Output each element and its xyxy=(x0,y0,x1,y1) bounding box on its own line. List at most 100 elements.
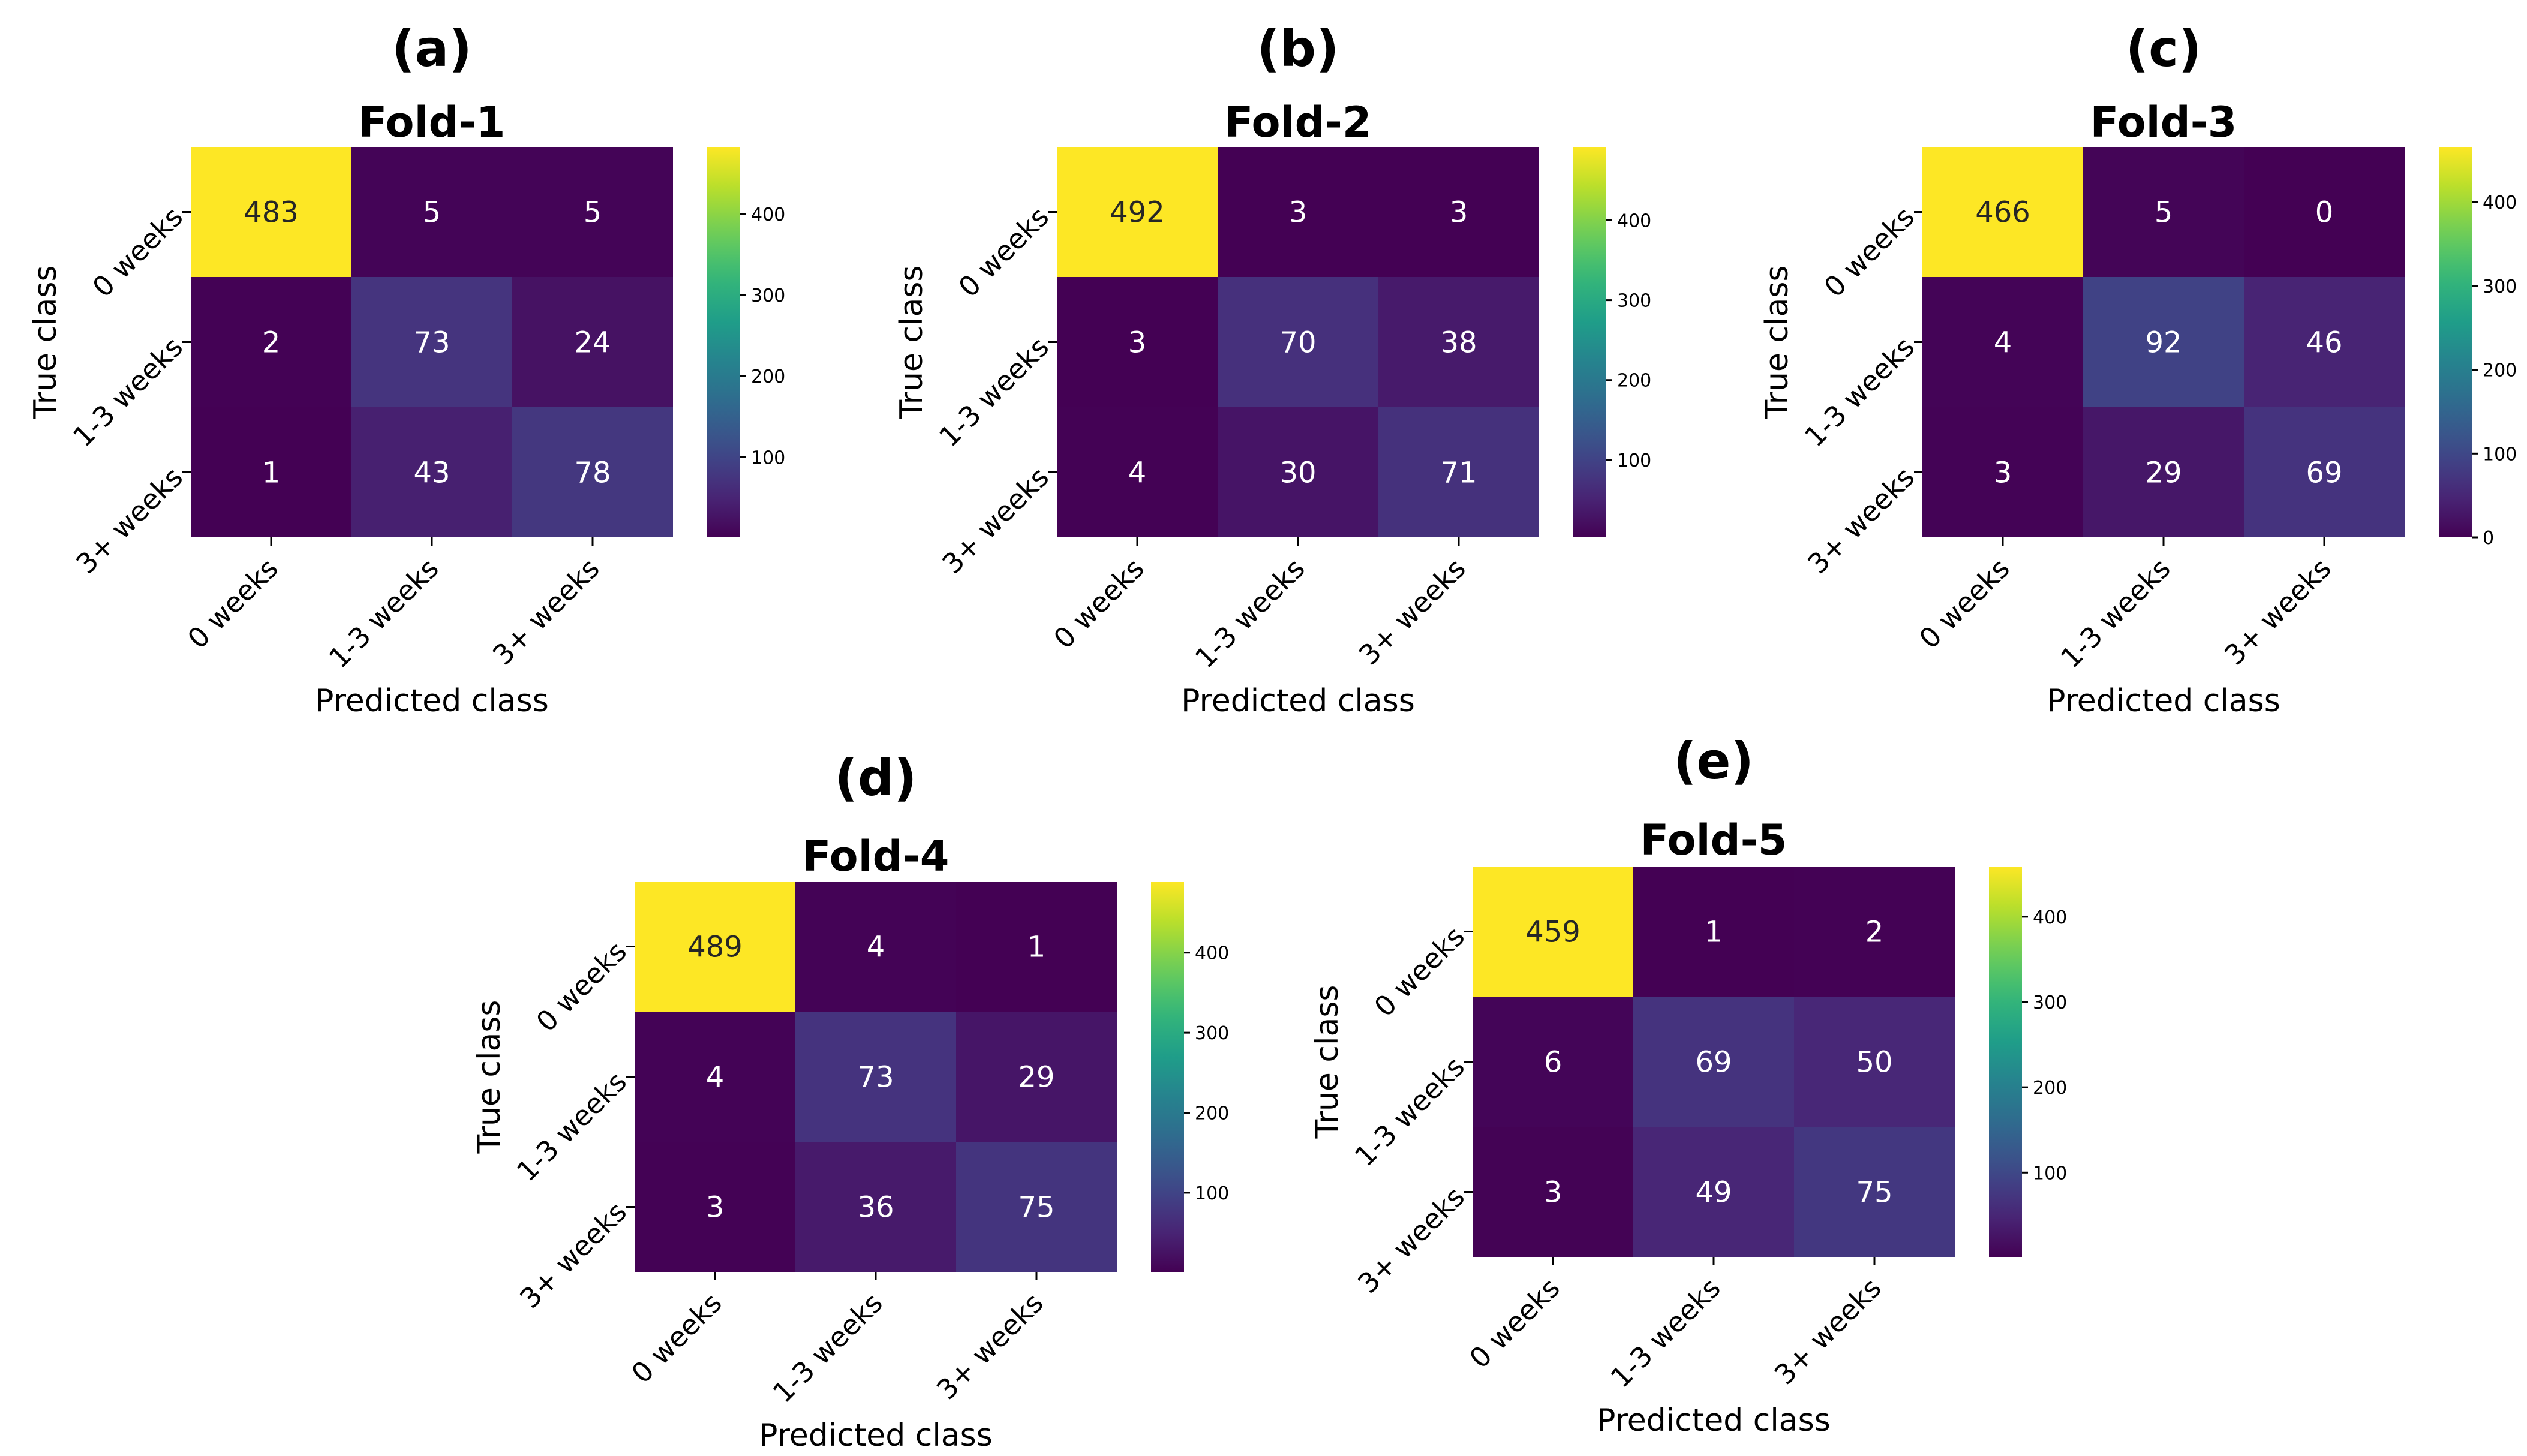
colorbar-tick-label: 200 xyxy=(2033,1078,2067,1099)
heatmap-cell xyxy=(1794,997,1955,1127)
colorbar-tick-label: 300 xyxy=(751,285,785,306)
colorbar-tick-label: 400 xyxy=(1617,210,1651,231)
heatmap-cell xyxy=(1218,147,1378,277)
heatmap-cell xyxy=(1378,277,1539,407)
heatmap-cell xyxy=(2083,277,2244,407)
colorbar-tick-label: 400 xyxy=(1195,943,1229,964)
heatmap-cell xyxy=(1057,407,1218,537)
colorbar-tick-label: 400 xyxy=(2033,907,2067,928)
cell-value-label: 29 xyxy=(2145,456,2182,490)
panel-label: (b) xyxy=(1257,19,1339,78)
cell-value-label: 36 xyxy=(857,1191,894,1225)
cell-value-label: 50 xyxy=(1856,1046,1892,1079)
heatmap-cell xyxy=(1633,867,1794,997)
cell-value-label: 92 xyxy=(2145,326,2182,360)
panel-label: (c) xyxy=(2126,19,2202,78)
heatmap-cell xyxy=(1922,407,2083,537)
cell-value-label: 70 xyxy=(1279,326,1316,360)
panel-title: Fold-5 xyxy=(1640,816,1787,865)
colorbar-tick-label: 200 xyxy=(1195,1103,1229,1124)
heatmap-cell xyxy=(1218,407,1378,537)
colorbar-tick-label: 200 xyxy=(1617,371,1651,392)
heatmap-cell xyxy=(956,1012,1117,1142)
heatmap-cell xyxy=(1473,997,1633,1127)
cell-value-label: 24 xyxy=(574,326,611,360)
cell-value-label: 46 xyxy=(2306,326,2342,360)
y-axis-title: True class xyxy=(1759,265,1795,419)
heatmap-cell xyxy=(191,147,351,277)
heatmap-cell xyxy=(956,882,1117,1012)
cell-value-label: 3 xyxy=(1544,1176,1563,1210)
panel-label: (e) xyxy=(1673,732,1754,790)
cell-value-label: 6 xyxy=(1544,1046,1563,1079)
y-axis-title: True class xyxy=(894,265,930,419)
colorbar-tick-label: 100 xyxy=(2483,444,2517,465)
y-axis-title: True class xyxy=(1309,985,1345,1139)
heatmap-cell xyxy=(2083,147,2244,277)
x-axis-title: Predicted class xyxy=(1597,1403,1831,1439)
cell-value-label: 4 xyxy=(1128,456,1147,490)
cell-value-label: 73 xyxy=(413,326,450,360)
heatmap-cell xyxy=(795,882,956,1012)
heatmap-cell xyxy=(635,882,795,1012)
colorbar-tick-label: 100 xyxy=(1617,450,1651,471)
panel-title: Fold-2 xyxy=(1225,98,1372,147)
heatmap-cell xyxy=(1218,277,1378,407)
heatmap-cell xyxy=(795,1142,956,1272)
colorbar-tick-label: 300 xyxy=(1617,291,1651,312)
heatmap-cell xyxy=(1922,147,2083,277)
heatmap-cell xyxy=(351,147,512,277)
colorbar-tick-label: 400 xyxy=(2483,192,2517,213)
colorbar xyxy=(1573,147,1606,537)
heatmap-cell xyxy=(1794,867,1955,997)
cell-value-label: 29 xyxy=(1018,1061,1054,1094)
panel-title: Fold-3 xyxy=(2090,98,2237,147)
panel-label: (d) xyxy=(835,748,917,807)
cell-value-label: 4 xyxy=(706,1061,725,1094)
heatmap-cell xyxy=(2244,277,2405,407)
cell-value-label: 3 xyxy=(1450,196,1468,230)
heatmap-cell xyxy=(2244,147,2405,277)
colorbar-tick-label: 200 xyxy=(2483,360,2517,381)
heatmap-cell xyxy=(351,407,512,537)
colorbar xyxy=(2439,147,2472,537)
colorbar xyxy=(1989,867,2022,1257)
x-axis-title: Predicted class xyxy=(2047,683,2280,719)
cell-value-label: 78 xyxy=(574,456,611,490)
panel-title: Fold-1 xyxy=(359,98,506,147)
cell-value-label: 3 xyxy=(706,1191,725,1225)
cell-value-label: 0 xyxy=(2315,196,2334,230)
cell-value-label: 1 xyxy=(1705,916,1723,949)
panel-label: (a) xyxy=(392,19,471,78)
cell-value-label: 49 xyxy=(1695,1176,1732,1210)
heatmap-cell xyxy=(635,1142,795,1272)
x-axis-title: Predicted class xyxy=(315,683,549,719)
cell-value-label: 489 xyxy=(687,931,743,964)
cell-value-label: 1 xyxy=(1027,931,1046,964)
cell-value-label: 73 xyxy=(857,1061,894,1094)
heatmap-cell xyxy=(351,277,512,407)
heatmap-cell xyxy=(1473,1127,1633,1257)
panel-title: Fold-4 xyxy=(803,832,949,881)
heatmap-cell xyxy=(1633,997,1794,1127)
colorbar xyxy=(1151,882,1184,1272)
heatmap-cell xyxy=(1922,277,2083,407)
heatmap-cell xyxy=(191,277,351,407)
colorbar-tick-label: 300 xyxy=(2483,276,2517,297)
colorbar-tick-label: 100 xyxy=(751,447,785,468)
cell-value-label: 2 xyxy=(1865,916,1884,949)
colorbar-tick-label: 300 xyxy=(2033,992,2067,1013)
heatmap-cell xyxy=(1057,277,1218,407)
cell-value-label: 5 xyxy=(423,196,441,230)
heatmap-cell xyxy=(956,1142,1117,1272)
cell-value-label: 69 xyxy=(1695,1046,1732,1079)
cell-value-label: 466 xyxy=(1975,196,2030,230)
y-axis-title: True class xyxy=(471,1000,507,1154)
cell-value-label: 30 xyxy=(1279,456,1316,490)
heatmap-cell xyxy=(512,147,673,277)
x-axis-title: Predicted class xyxy=(759,1418,993,1454)
colorbar-tick-label: 300 xyxy=(1195,1023,1229,1044)
cell-value-label: 5 xyxy=(2155,196,2173,230)
heatmap-cell xyxy=(512,277,673,407)
